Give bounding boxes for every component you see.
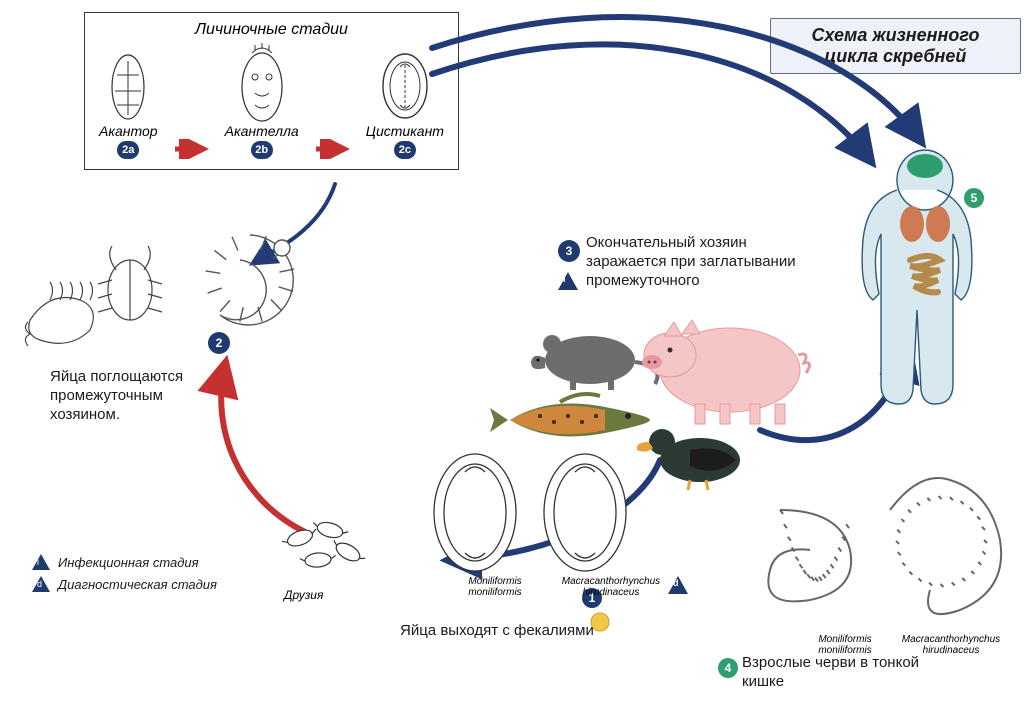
diagram-stage: { "canvas": {"width": 1029, "height": 71…	[0, 0, 1029, 717]
scene-svg	[0, 0, 1029, 717]
